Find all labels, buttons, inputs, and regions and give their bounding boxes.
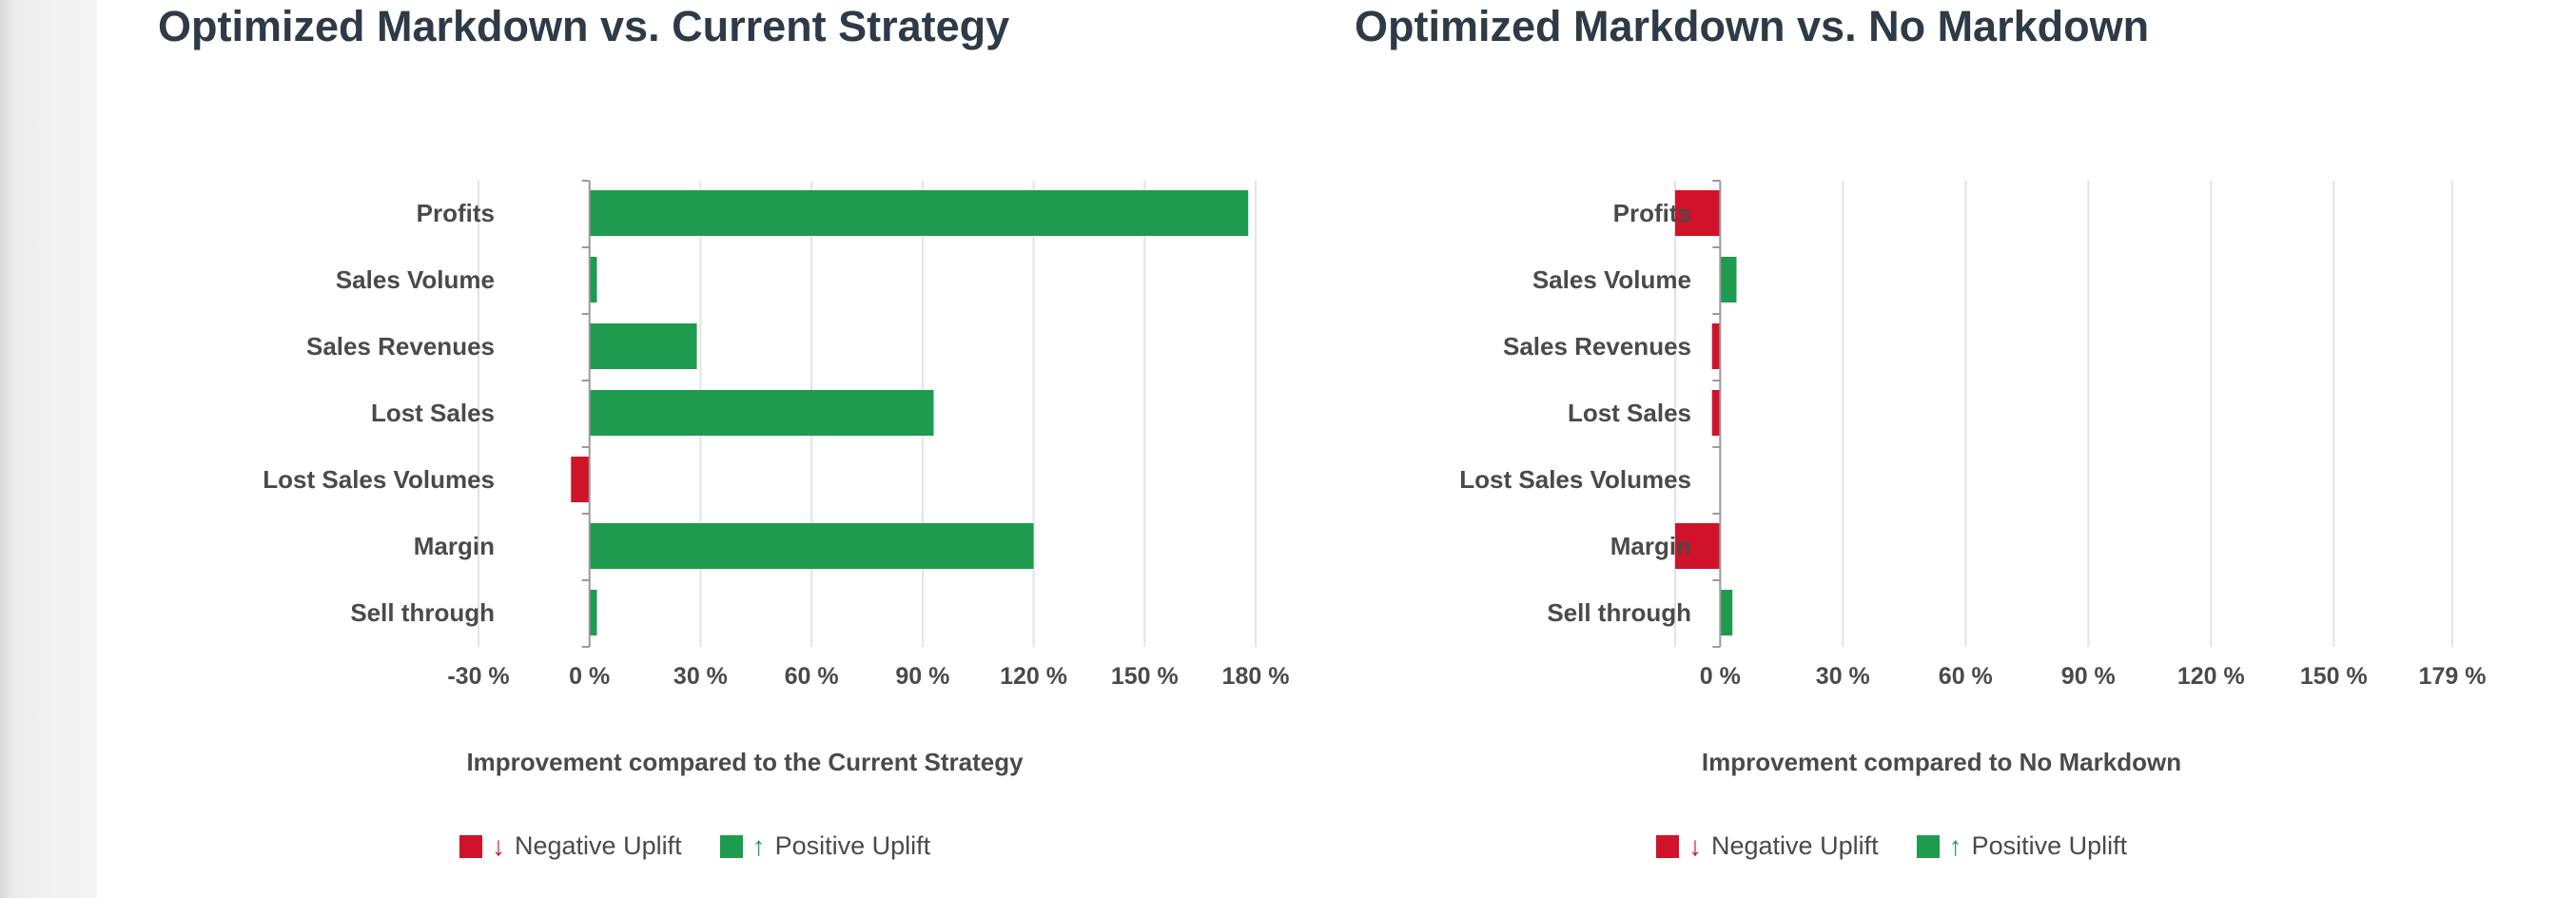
bar-chart-no-markdown: Profits Sales Volume Sales Revenues Lost Sa… <box>1459 180 2487 776</box>
x-tick-label: 120 % <box>2177 663 2245 690</box>
category-label: Sell through <box>350 598 495 627</box>
chart-legend: ↓ Negative Uplift ↑ Positive Uplift <box>459 831 930 861</box>
category-label: Lost Sales <box>371 399 495 427</box>
bar-sales-revenues <box>589 323 697 369</box>
bar-profits <box>1675 190 1721 236</box>
x-tick-label: 60 % <box>785 663 839 690</box>
bar-lost-sales <box>1711 390 1721 436</box>
bar-chart-current-strategy: Profits Sales Volume Sales Revenues Lost Sa… <box>263 180 1290 776</box>
category-label: Sales Volume <box>1532 265 1691 294</box>
bar-sell-through <box>589 590 597 635</box>
x-tick-label: 180 % <box>1222 663 1290 690</box>
legend-swatch-positive <box>719 834 743 858</box>
chart-title: Optimized Markdown vs. No Markdown <box>1355 2 2150 50</box>
sidebar-strip <box>0 0 97 898</box>
category-label: Sell through <box>1547 598 1691 627</box>
legend-swatch-negative <box>459 834 482 858</box>
x-tick-label: -30 % <box>447 663 509 690</box>
category-label: Margin <box>1610 532 1691 560</box>
x-tick-label: 30 % <box>1816 663 1870 690</box>
legend-item-positive[interactable]: ↑ Positive Uplift <box>1916 830 2128 861</box>
x-tick-label: 60 % <box>1939 663 1993 690</box>
category-label: Margin <box>414 532 495 560</box>
x-tick-label: 90 % <box>895 663 949 690</box>
arrow-down-icon: ↓ <box>1688 830 1702 861</box>
x-tick-label: 90 % <box>2061 663 2116 690</box>
legend-item-negative[interactable]: ↓ Negative Uplift <box>1656 831 1879 861</box>
category-label: Lost Sales Volumes <box>1459 465 1691 494</box>
legend-item-positive[interactable]: ↑ Positive Uplift <box>719 830 931 861</box>
bar-margin <box>589 523 1034 569</box>
x-axis-title: Improvement compared to No Markdown <box>1702 748 2181 776</box>
x-tick-label: 120 % <box>1000 663 1067 690</box>
x-tick-label: 179 % <box>2419 663 2487 690</box>
chart-panel-no-markdown: Optimized Markdown vs. No Markdown Profi… <box>1355 0 2534 898</box>
category-label: Sales Revenues <box>1503 332 1691 361</box>
legend-swatch-positive <box>1916 834 1940 858</box>
arrow-up-icon: ↑ <box>751 830 766 861</box>
legend-item-negative[interactable]: ↓ Negative Uplift <box>459 831 682 861</box>
arrow-up-icon: ↑ <box>1948 830 1962 861</box>
x-tick-label: 0 % <box>569 663 610 690</box>
category-label: Lost Sales <box>1568 399 1691 427</box>
legend-label-positive: Positive Uplift <box>1971 831 2128 860</box>
x-tick-label: 0 % <box>1700 663 1741 690</box>
bar-lost-sales <box>589 390 934 436</box>
legend-label-positive: Positive Uplift <box>774 831 931 860</box>
x-tick-label: 150 % <box>2300 663 2368 690</box>
x-tick-label: 30 % <box>673 663 728 690</box>
legend-label-negative: Negative Uplift <box>515 831 682 860</box>
bar-margin <box>1675 523 1721 569</box>
chart-panel-current-strategy: Optimized Markdown vs. Current Strategy … <box>158 0 1337 898</box>
bar-lost-sales-volumes <box>571 457 590 502</box>
category-label: Profits <box>417 199 495 227</box>
category-label: Profits <box>1613 199 1691 227</box>
legend-swatch-negative <box>1656 834 1679 858</box>
bar-sell-through <box>1720 590 1733 635</box>
bar-sales-volume <box>1720 257 1737 303</box>
bar-profits <box>589 190 1249 236</box>
category-label: Sales Volume <box>336 265 495 294</box>
chart-title: Optimized Markdown vs. Current Strategy <box>158 2 1010 50</box>
x-axis-title: Improvement compared to the Current Stra… <box>466 748 1024 776</box>
arrow-down-icon: ↓ <box>492 830 505 861</box>
bar-sales-revenues <box>1711 323 1721 369</box>
bar-sales-volume <box>589 257 597 303</box>
chart-legend: ↓ Negative Uplift ↑ Positive Uplift <box>1656 831 2127 861</box>
category-label: Lost Sales Volumes <box>263 465 495 494</box>
legend-label-negative: Negative Uplift <box>1711 831 1879 860</box>
x-tick-label: 150 % <box>1111 663 1179 690</box>
category-label: Sales Revenues <box>306 332 495 361</box>
